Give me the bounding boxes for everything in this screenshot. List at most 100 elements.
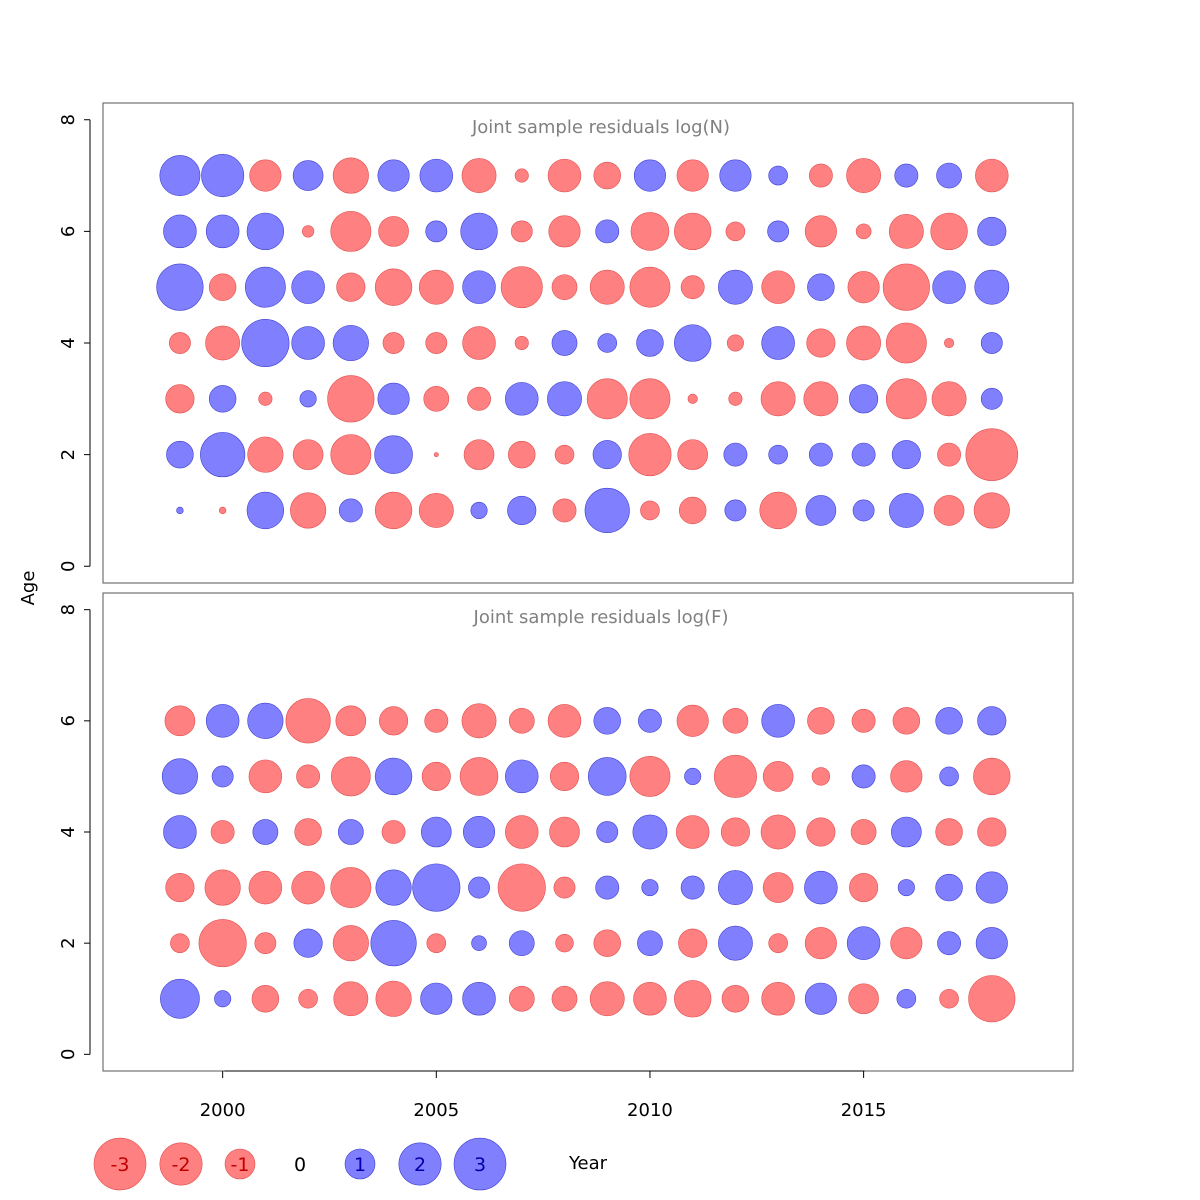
- residual-bubble: [292, 439, 324, 470]
- residual-bubble: [374, 757, 413, 796]
- legend-label: 2: [414, 1154, 426, 1176]
- residual-bubble: [170, 933, 190, 953]
- y-axis-label: Age: [18, 571, 39, 606]
- residual-bubble: [198, 919, 247, 968]
- residual-bubble: [975, 927, 1008, 960]
- residual-bubble: [547, 158, 582, 193]
- residual-bubble: [335, 705, 367, 737]
- residual-bubble: [595, 219, 620, 244]
- residual-bubble: [459, 757, 499, 796]
- residual-bubble: [332, 324, 369, 362]
- residual-bubble: [425, 332, 448, 354]
- residual-bubble: [508, 707, 535, 734]
- residual-bubble: [424, 708, 449, 733]
- residual-bubble: [846, 926, 881, 960]
- residual-bubble: [205, 214, 240, 249]
- residual-bubble: [461, 158, 497, 193]
- residual-bubble: [291, 270, 325, 304]
- residual-bubble: [808, 442, 833, 467]
- residual-bubble: [762, 761, 794, 792]
- panel-frame: [102, 102, 1074, 584]
- residual-bubble: [549, 761, 580, 791]
- residual-bubble: [629, 378, 671, 420]
- residual-bubble: [722, 707, 749, 734]
- legend-bubble: [93, 1137, 147, 1191]
- residual-bubble: [208, 385, 237, 413]
- residual-bubble: [595, 875, 620, 900]
- residual-bubble: [584, 487, 630, 533]
- residual-bubble: [163, 815, 197, 849]
- residual-bubble: [846, 158, 882, 193]
- residual-bubble: [939, 766, 959, 787]
- residual-bubble: [421, 761, 451, 791]
- residual-bubble: [596, 821, 619, 843]
- residual-bubble: [678, 928, 708, 958]
- residual-bubble: [471, 935, 487, 951]
- residual-bubble: [761, 704, 795, 738]
- residual-bubble: [470, 501, 488, 519]
- residual-bubble: [200, 432, 246, 478]
- residual-bubble: [633, 982, 667, 1016]
- residual-bubble: [767, 220, 790, 243]
- residual-bubble: [937, 442, 961, 467]
- residual-bubble: [291, 870, 325, 905]
- residual-bubble: [935, 818, 963, 846]
- residual-bubble: [804, 870, 838, 905]
- residual-bubble: [675, 815, 710, 849]
- residual-bubble: [677, 439, 708, 470]
- residual-bubble: [713, 754, 757, 798]
- y-tick-label: 0: [58, 1049, 79, 1060]
- legend-label: -3: [111, 1154, 130, 1176]
- residual-bubble: [721, 985, 750, 1013]
- residual-bubble: [377, 159, 410, 192]
- residual-bubble: [674, 212, 712, 251]
- residual-bubble: [159, 155, 201, 196]
- residual-bubble: [467, 386, 491, 411]
- residual-bubble: [897, 879, 915, 897]
- residual-bubble: [932, 270, 966, 304]
- residual-bubble: [804, 215, 837, 248]
- residual-bubble: [849, 873, 879, 903]
- residual-bubble: [888, 493, 924, 528]
- residual-bubble: [804, 982, 837, 1015]
- residual-bubble: [204, 869, 241, 906]
- residual-bubble: [205, 325, 241, 361]
- residual-bubble: [296, 764, 321, 789]
- residual-bubble: [508, 930, 535, 957]
- y-tick-label: 2: [58, 449, 79, 460]
- residual-bubble: [547, 704, 582, 738]
- residual-bubble: [851, 442, 876, 467]
- residual-bubble: [419, 158, 454, 193]
- residual-bubble: [593, 707, 621, 735]
- residual-bubble: [638, 708, 662, 733]
- residual-bubble: [462, 982, 496, 1016]
- residual-bubble: [888, 213, 924, 249]
- residual-bubble: [258, 391, 273, 406]
- residual-bubble: [894, 163, 919, 188]
- bubbles: [160, 698, 1016, 1023]
- legend-bubble: [398, 1142, 442, 1186]
- residual-bubble: [592, 440, 622, 470]
- residual-bubble: [425, 220, 448, 243]
- residual-bubble: [882, 263, 930, 311]
- residual-bubble: [718, 269, 753, 305]
- residual-bubble: [852, 499, 875, 522]
- residual-bubble: [632, 814, 668, 850]
- residual-bubble: [290, 492, 327, 529]
- residual-bubble: [636, 329, 664, 357]
- residual-bubble: [936, 162, 962, 189]
- residual-bubble: [586, 378, 628, 420]
- panel-title: Joint sample residuals log(F): [473, 607, 729, 628]
- residual-bubble: [374, 491, 413, 530]
- residual-bubble: [247, 702, 284, 739]
- residual-bubble: [214, 990, 232, 1008]
- residual-bubble: [338, 498, 363, 523]
- legend-label: -1: [231, 1154, 250, 1176]
- residual-bubble: [552, 498, 577, 523]
- legend-bubble: [159, 1142, 203, 1186]
- residual-bubble: [930, 212, 968, 251]
- residual-bubble: [160, 978, 200, 1019]
- legend-label: 3: [474, 1154, 486, 1176]
- residual-bubble: [420, 982, 453, 1015]
- residual-bubble: [768, 444, 788, 465]
